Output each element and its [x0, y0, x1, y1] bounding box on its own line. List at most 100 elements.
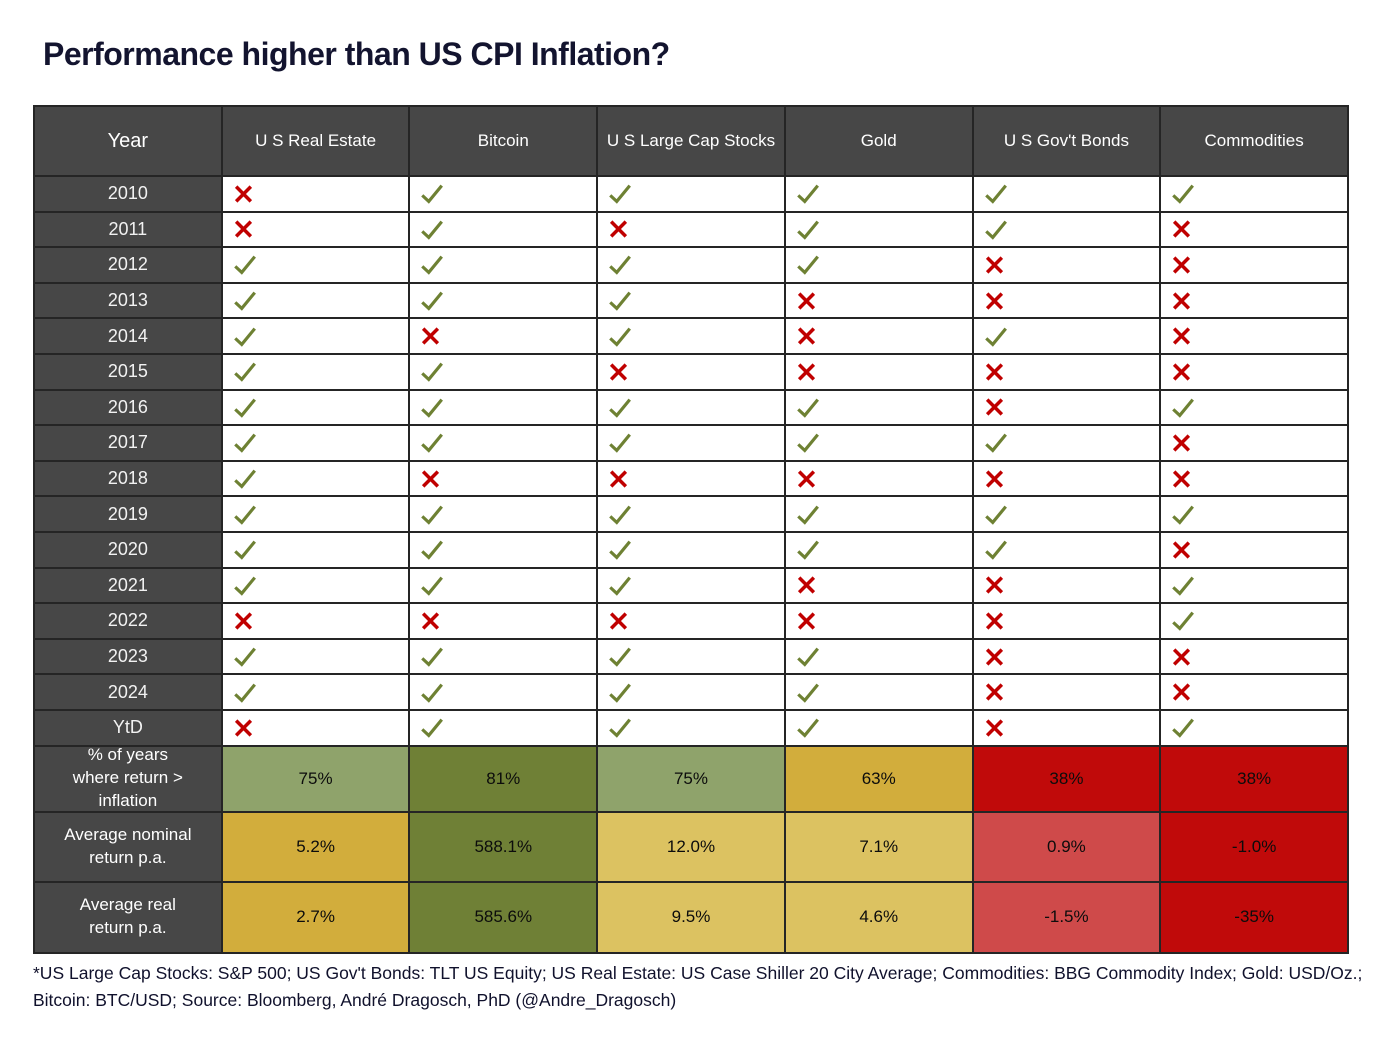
- check-icon: [984, 505, 1007, 525]
- mark-cell: [222, 354, 411, 391]
- check-icon: [421, 505, 444, 525]
- check-icon: [609, 398, 632, 418]
- check-icon: [421, 256, 444, 276]
- x-icon: [985, 647, 1003, 666]
- x-icon: [1173, 647, 1191, 666]
- check-icon: [233, 398, 256, 418]
- check-icon: [797, 220, 819, 240]
- year-cell: 2019: [35, 497, 223, 533]
- mark-cell: [410, 532, 599, 569]
- check-icon: [797, 540, 819, 560]
- summary-value-cell: 75%: [222, 746, 411, 813]
- mark-cell: [410, 177, 599, 213]
- summary-value-cell: 4.6%: [785, 882, 974, 954]
- x-icon: [234, 185, 252, 203]
- x-icon: [610, 363, 628, 381]
- mark-cell: [410, 604, 599, 640]
- check-icon: [984, 184, 1007, 204]
- year-cell: 2022: [35, 604, 223, 640]
- check-icon: [797, 398, 819, 418]
- column-header-year: Year: [35, 107, 223, 177]
- column-header: Gold: [785, 107, 974, 177]
- mark-cell: [1161, 568, 1349, 605]
- check-icon: [1172, 612, 1195, 632]
- year-cell: 2013: [35, 283, 223, 320]
- summary-value-cell: -1.0%: [1161, 812, 1349, 883]
- check-icon: [233, 469, 256, 489]
- mark-cell: [222, 283, 411, 320]
- mark-cell: [785, 177, 974, 213]
- year-cell: 2021: [35, 568, 223, 605]
- mark-cell: [222, 497, 411, 533]
- summary-label: Average nominal return p.a.: [35, 812, 223, 883]
- year-cell: 2016: [35, 390, 223, 427]
- mark-cell: [598, 354, 786, 391]
- x-icon: [985, 292, 1003, 310]
- check-icon: [797, 683, 819, 703]
- check-icon: [233, 434, 256, 454]
- mark-cell: [973, 675, 1162, 711]
- mark-cell: [973, 248, 1162, 284]
- x-icon: [1173, 327, 1191, 345]
- check-icon: [421, 540, 444, 560]
- check-icon: [984, 434, 1007, 454]
- summary-value-cell: 9.5%: [598, 882, 786, 954]
- x-icon: [610, 469, 628, 488]
- year-cell: 2014: [35, 319, 223, 355]
- check-icon: [421, 683, 444, 703]
- check-icon: [797, 256, 819, 276]
- mark-cell: [785, 675, 974, 711]
- check-icon: [233, 647, 256, 667]
- check-icon: [233, 362, 256, 382]
- mark-cell: [598, 568, 786, 605]
- summary-value-cell: 38%: [1161, 746, 1349, 813]
- x-icon: [797, 327, 815, 345]
- mark-cell: [785, 426, 974, 462]
- x-icon: [1173, 469, 1191, 488]
- mark-cell: [785, 497, 974, 533]
- mark-cell: [222, 532, 411, 569]
- mark-cell: [410, 319, 599, 355]
- summary-value-cell: 2.7%: [222, 882, 411, 954]
- check-icon: [421, 647, 444, 667]
- check-icon: [421, 576, 444, 596]
- mark-cell: [222, 248, 411, 284]
- check-icon: [233, 540, 256, 560]
- x-icon: [234, 612, 252, 630]
- x-icon: [797, 363, 815, 381]
- x-icon: [797, 469, 815, 488]
- mark-cell: [410, 212, 599, 249]
- year-cell: 2018: [35, 461, 223, 498]
- mark-cell: [1161, 177, 1349, 213]
- mark-cell: [973, 497, 1162, 533]
- check-icon: [233, 683, 256, 703]
- summary-value-cell: -35%: [1161, 882, 1349, 954]
- check-icon: [1172, 184, 1195, 204]
- mark-cell: [973, 532, 1162, 569]
- mark-cell: [1161, 354, 1349, 391]
- mark-cell: [222, 639, 411, 676]
- x-icon: [1173, 683, 1191, 701]
- check-icon: [797, 505, 819, 525]
- mark-cell: [410, 390, 599, 427]
- column-header: Bitcoin: [410, 107, 599, 177]
- footnote-line-2: Bitcoin: BTC/USD; Source: Bloomberg, And…: [33, 990, 677, 1011]
- year-cell: 2010: [35, 177, 223, 213]
- check-icon: [421, 291, 444, 311]
- performance-table: Year U S Real Estate Bitcoin U S Large Cap …: [33, 105, 1349, 954]
- check-icon: [233, 291, 256, 311]
- column-header: U S Real Estate: [222, 107, 411, 177]
- check-icon: [233, 576, 256, 596]
- mark-cell: [785, 283, 974, 320]
- summary-label-text: % of years where return > inflation: [72, 745, 183, 810]
- footnote: *US Large Cap Stocks: S&P 500; US Gov't …: [33, 960, 1363, 1014]
- x-icon: [797, 612, 815, 630]
- mark-cell: [598, 177, 786, 213]
- summary-value-cell: 7.1%: [785, 812, 974, 883]
- check-icon: [609, 540, 632, 560]
- x-icon: [985, 576, 1003, 594]
- x-icon: [234, 719, 252, 737]
- summary-value-cell: 75%: [598, 746, 786, 813]
- mark-cell: [973, 639, 1162, 676]
- mark-cell: [222, 177, 411, 213]
